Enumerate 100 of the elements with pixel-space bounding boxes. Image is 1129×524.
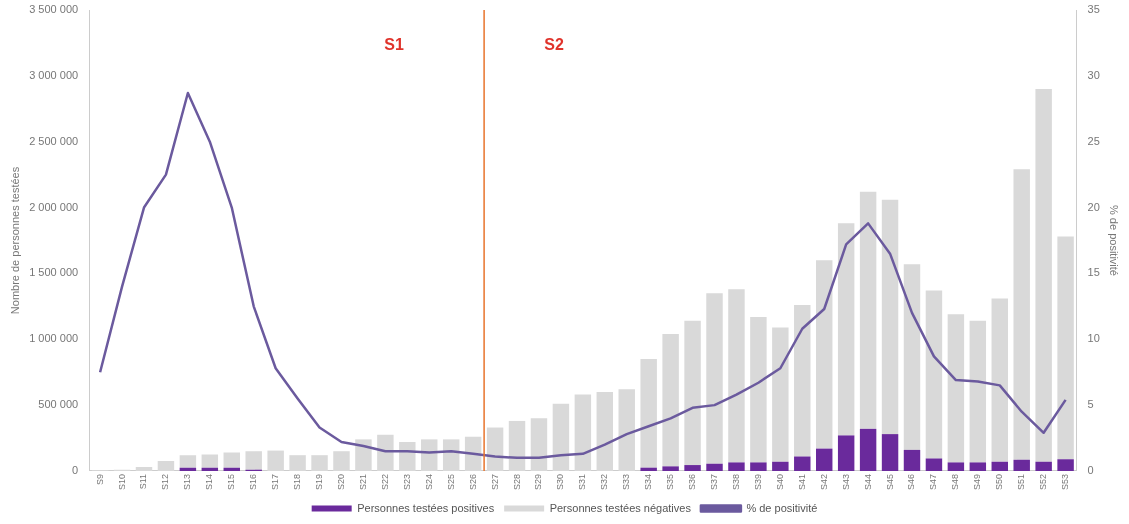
bar — [399, 442, 416, 471]
bar — [728, 462, 745, 471]
y2-tick-label: 15 — [1087, 266, 1100, 279]
x-tick-label: S49 — [972, 473, 983, 490]
bar — [1057, 459, 1074, 471]
bar — [903, 264, 921, 450]
y-tick-label: 2 500 000 — [29, 134, 79, 147]
x-tick-label: S30 — [555, 473, 566, 490]
x-tick-label: S34 — [643, 473, 654, 490]
bar — [442, 439, 460, 471]
x-tick-label: S32 — [599, 473, 610, 490]
bar — [574, 394, 592, 471]
bar — [684, 320, 701, 466]
x-tick-label: S21 — [357, 473, 368, 490]
bar — [794, 456, 811, 471]
x-tick-label: S29 — [533, 473, 544, 490]
bar — [947, 314, 965, 463]
x-tick-label: S22 — [379, 473, 390, 490]
x-tick-label: S45 — [884, 473, 895, 490]
bar — [684, 465, 701, 471]
bar — [881, 199, 899, 435]
bar — [135, 467, 153, 471]
x-tick-label: S41 — [796, 473, 807, 490]
x-tick-label: S52 — [1038, 473, 1049, 490]
bar — [925, 290, 943, 459]
x-tick-label: S19 — [314, 473, 325, 490]
y-tick-label: 3 500 000 — [29, 3, 79, 16]
bar — [794, 305, 811, 457]
bar — [486, 427, 504, 471]
bar — [640, 359, 657, 468]
bar — [837, 435, 855, 471]
x-tick-label: S50 — [994, 473, 1005, 490]
bar — [421, 439, 438, 471]
x-tick-label: S36 — [687, 473, 698, 490]
bar — [1013, 459, 1030, 471]
bar — [706, 463, 723, 471]
bar — [750, 316, 767, 463]
bar — [179, 455, 197, 468]
x-tick-label: S20 — [335, 473, 346, 490]
x-tick-label: S10 — [116, 473, 127, 490]
x-tick-label: S15 — [226, 473, 237, 490]
x-tick-label: S39 — [752, 473, 763, 490]
x-tick-label: S26 — [467, 473, 478, 490]
x-tick-label: S27 — [489, 473, 500, 490]
legend-label: Personnes testées positives — [357, 501, 495, 514]
x-tick-label: S38 — [730, 473, 741, 490]
bar — [1057, 236, 1074, 460]
bar — [706, 293, 723, 464]
bar — [1035, 461, 1052, 471]
x-tick-label: S31 — [577, 473, 588, 490]
x-tick-label: S14 — [204, 473, 215, 490]
x-tick-label: S42 — [818, 473, 829, 490]
bar — [245, 451, 262, 470]
y-tick-label: 500 000 — [38, 398, 79, 411]
bar — [947, 462, 965, 471]
bar — [881, 434, 899, 471]
annotation: S1 — [384, 36, 404, 54]
y2-tick-label: 35 — [1087, 3, 1100, 16]
bar — [1013, 169, 1030, 460]
x-tick-label: S28 — [511, 473, 522, 490]
x-tick-label: S18 — [292, 473, 303, 490]
legend-label: Personnes testées négatives — [549, 501, 692, 514]
x-tick-label: S47 — [928, 473, 939, 490]
x-tick-label: S24 — [423, 473, 434, 490]
bar — [157, 461, 175, 471]
bar — [772, 461, 789, 471]
bar — [355, 439, 372, 471]
bar — [772, 327, 789, 462]
bar — [815, 448, 833, 471]
legend-label: % de positivité — [746, 501, 818, 514]
bar — [267, 450, 284, 471]
bar — [859, 191, 877, 429]
y-tick-label: 1 500 000 — [29, 266, 79, 279]
bar — [640, 467, 657, 471]
x-tick-label: S40 — [774, 473, 785, 490]
bar — [925, 458, 943, 471]
bar — [377, 434, 394, 471]
x-tick-label: S33 — [621, 473, 632, 490]
bar — [728, 289, 745, 463]
bar — [596, 391, 614, 471]
bar — [1035, 89, 1052, 462]
bar — [289, 455, 306, 471]
annotation: S2 — [544, 36, 564, 54]
x-tick-label: S17 — [270, 473, 281, 490]
y-tick-label: 3 000 000 — [29, 68, 79, 81]
x-tick-label: S51 — [1016, 473, 1027, 490]
x-tick-label: S25 — [445, 473, 456, 490]
x-tick-label: S16 — [248, 473, 259, 490]
x-tick-label: S9 — [94, 473, 105, 485]
bar — [815, 260, 833, 449]
x-tick-label: S11 — [138, 473, 149, 490]
y2-tick-label: 0 — [1087, 464, 1094, 477]
x-tick-label: S48 — [950, 473, 961, 490]
x-tick-label: S12 — [160, 473, 171, 490]
bar — [201, 454, 219, 468]
bar — [859, 428, 877, 471]
x-tick-label: S53 — [1060, 473, 1071, 490]
y-tick-label: 2 000 000 — [29, 200, 79, 213]
bar — [991, 461, 1008, 471]
x-tick-label: S35 — [665, 473, 676, 490]
